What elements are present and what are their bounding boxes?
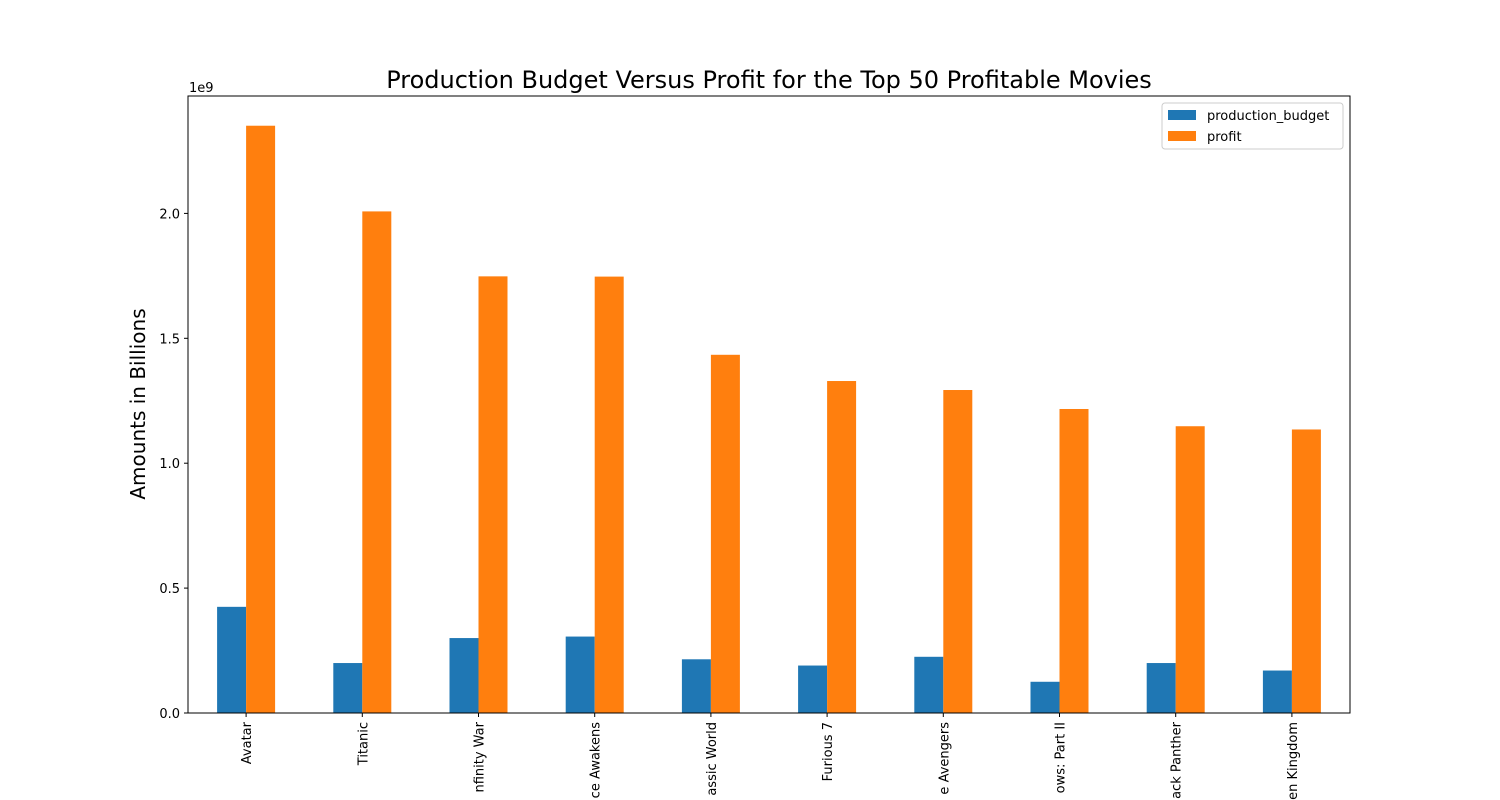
y-tick-label: 1.5	[159, 332, 180, 347]
x-tick-label: Furious 7	[821, 722, 836, 781]
axes-frame	[187, 95, 1351, 714]
bar-production_budget-4	[681, 659, 711, 713]
x-tick-label: assic World	[705, 722, 720, 796]
x-tick-label: ows: Part II	[1054, 722, 1069, 793]
legend-swatch-production_budget	[1168, 110, 1196, 120]
bar-production_budget-0	[217, 606, 247, 713]
bar-production_budget-8	[1146, 663, 1176, 713]
bar-production_budget-5	[798, 665, 828, 713]
y-tick-label: 0.5	[159, 582, 180, 597]
legend-label-profit: profit	[1207, 130, 1242, 145]
legend-box	[1161, 102, 1344, 150]
y-axis-label: Amounts in Billions	[126, 308, 150, 499]
bar-profit-0	[246, 125, 276, 714]
bar-production_budget-9	[1262, 670, 1292, 713]
bar-production_budget-3	[565, 636, 595, 713]
x-tick-label: ce Awakens	[589, 722, 604, 799]
bar-production_budget-7	[1030, 681, 1060, 713]
x-tick-label: Avatar	[240, 721, 255, 764]
y-tick-label: 0.0	[159, 707, 180, 722]
x-tick-label: en Kingdom	[1286, 722, 1301, 800]
x-tick-label: ack Panther	[1170, 721, 1185, 799]
legend-swatch-profit	[1168, 131, 1196, 141]
x-tick-label: nfinity War	[473, 721, 488, 792]
chart-title: Production Budget Versus Profit for the …	[386, 66, 1152, 94]
plot-area: 0.0 0.5 1.0 1.5 2.0 Avatar Titanic nfinity War c…	[159, 125, 1321, 800]
bar-profit-3	[594, 276, 624, 713]
bar-production_budget-2	[449, 638, 479, 713]
bar-production_budget-1	[333, 663, 363, 713]
bar-profit-9	[1291, 429, 1321, 713]
legend-label-production_budget: production_budget	[1207, 109, 1329, 124]
bar-profit-2	[478, 276, 508, 713]
y-axis-offset-label: 1e9	[189, 81, 214, 96]
bar-profit-4	[710, 354, 740, 713]
x-tick-label: e Avengers	[937, 722, 952, 795]
y-tick-label: 2.0	[159, 207, 180, 222]
bar-production_budget-6	[914, 656, 944, 713]
bar-profit-8	[1175, 426, 1205, 713]
bar-profit-1	[362, 211, 392, 713]
x-tick-label: Titanic	[356, 722, 371, 766]
bar-profit-7	[1059, 408, 1089, 713]
y-tick-label: 1.0	[159, 457, 180, 472]
bar-profit-5	[827, 381, 857, 713]
bar-profit-6	[943, 390, 973, 713]
